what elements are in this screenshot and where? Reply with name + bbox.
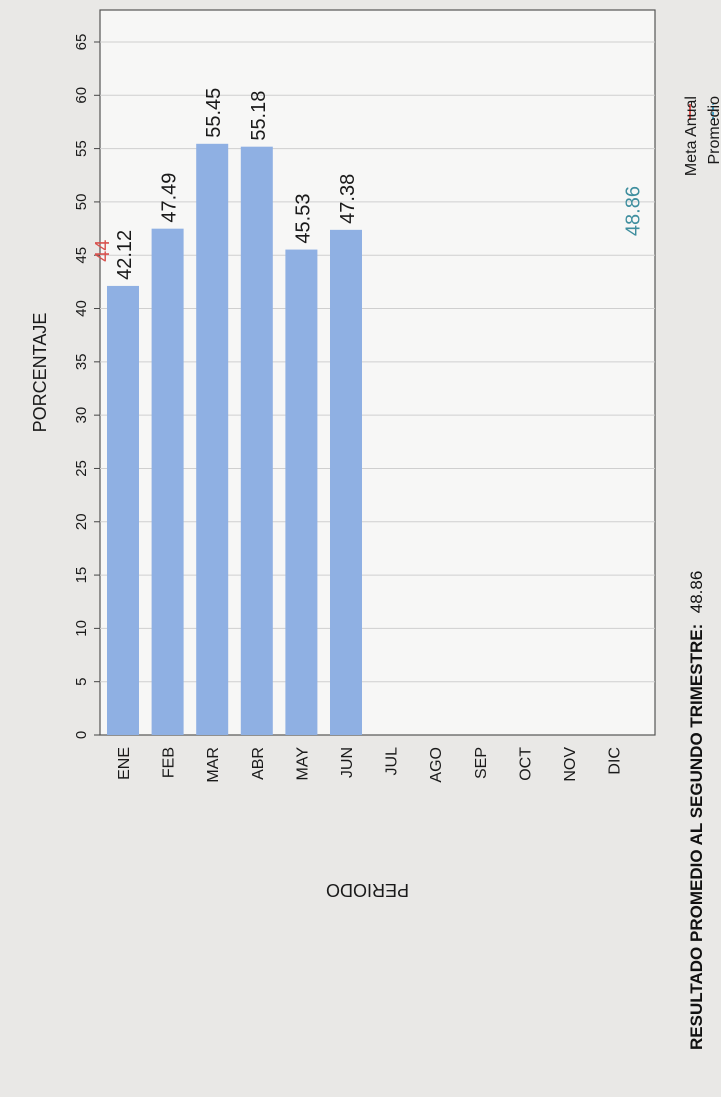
- y-axis-ticks: 0 5 10 15 20 25 30 35 40 45 50 55 60 65: [73, 34, 90, 740]
- data-label: 55.45: [203, 88, 225, 138]
- plot-area: [99, 9, 656, 736]
- x-category-label: OCT: [517, 747, 534, 781]
- x-category-label: AGO: [428, 747, 445, 783]
- y-tick-label: 15: [73, 567, 90, 584]
- y-tick-label: 35: [73, 353, 90, 370]
- x-category-label: JUL: [384, 747, 401, 776]
- bar: [285, 249, 318, 735]
- y-tick-label: 40: [73, 300, 90, 317]
- legend: Meta Anual Promedio: [683, 96, 721, 176]
- legend-meta-anual-label: Meta Anual: [683, 96, 700, 176]
- data-label: 45.53: [292, 194, 314, 244]
- y-tick-label: 25: [73, 460, 90, 477]
- y-tick-label: 0: [73, 731, 90, 739]
- data-label: 42.12: [114, 230, 136, 280]
- y-tick-label: 10: [73, 620, 90, 637]
- reference-labels: 44 48.86: [92, 186, 645, 262]
- bar: [196, 143, 229, 735]
- x-category-label: MAY: [294, 747, 311, 781]
- x-category-label: FEB: [161, 747, 178, 778]
- footer-label: RESULTADO PROMEDIO AL SEGUNDO TRIMESTRE:: [687, 624, 706, 1050]
- data-label: 55.18: [248, 91, 270, 141]
- x-axis-title: PERIODO: [326, 880, 409, 900]
- y-tick-label: 55: [73, 140, 90, 157]
- y-tick-label: 60: [73, 87, 90, 104]
- y-tick-label: 45: [73, 247, 90, 264]
- x-axis-categories: ENE FEB MAR ABR MAY JUN JUL AGO SEP OCT NOV DIC: [116, 747, 624, 783]
- bars: [107, 143, 362, 735]
- y-tick-label: 65: [73, 34, 90, 51]
- x-category-label: JUN: [339, 747, 356, 778]
- footer-value: 48.86: [687, 571, 706, 614]
- footer-result: RESULTADO PROMEDIO AL SEGUNDO TRIMESTRE:…: [687, 571, 706, 1050]
- x-category-label: MAR: [205, 747, 222, 783]
- legend-promedio-label: Promedio: [706, 96, 721, 165]
- y-tick-label: 50: [73, 194, 90, 211]
- promedio-value-label: 48.86: [623, 186, 645, 236]
- data-label: 47.49: [159, 173, 181, 223]
- x-category-label: ENE: [116, 747, 133, 780]
- bar: [240, 146, 273, 735]
- x-category-label: NOV: [562, 747, 579, 782]
- bar: [330, 229, 362, 735]
- data-labels: 42.12 47.49 55.45 55.18 45.53 47.38: [114, 88, 359, 280]
- x-category-label: DIC: [607, 747, 624, 775]
- x-category-label: SEP: [473, 747, 490, 779]
- meta-anual-value-label: 44: [92, 240, 114, 262]
- bar: [151, 228, 184, 735]
- y-tick-label: 5: [73, 678, 90, 686]
- gridlines: [94, 41, 655, 736]
- y-tick-label: 30: [73, 407, 90, 424]
- bar: [107, 285, 139, 735]
- x-category-label: ABR: [250, 747, 267, 780]
- y-tick-label: 20: [73, 513, 90, 530]
- data-label: 47.38: [337, 174, 359, 224]
- y-axis-title: PORCENTAJE: [30, 313, 50, 433]
